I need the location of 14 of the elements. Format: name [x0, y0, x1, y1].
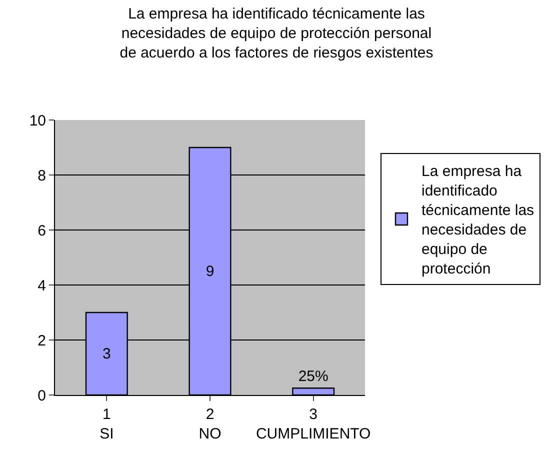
x-tick-label: 2 NO — [198, 406, 222, 442]
data-label: 9 — [206, 262, 214, 280]
x-tick-label: 1 SI — [100, 406, 114, 442]
y-tick-label: 8 — [38, 167, 46, 184]
y-tick-label: 10 — [29, 112, 46, 130]
legend-label: La empresa ha identificado técnicamente las necesidades de equipo de protección — [422, 163, 534, 278]
data-label: 3 — [102, 345, 111, 362]
y-tick-label: 0 — [38, 387, 46, 404]
chart-title: La empresa ha identificado técnicamente las necesidades de equipo de protección personal de acuerdo a los factores de riesgos existentes — [120, 6, 434, 62]
x-tick-label: 3 CUMPLIMIENTO — [256, 406, 371, 442]
data-label: 25% — [298, 368, 328, 386]
y-tick-label: 2 — [38, 332, 46, 350]
y-tick-label: 6 — [38, 222, 46, 240]
y-tick-label: 4 — [38, 277, 46, 294]
